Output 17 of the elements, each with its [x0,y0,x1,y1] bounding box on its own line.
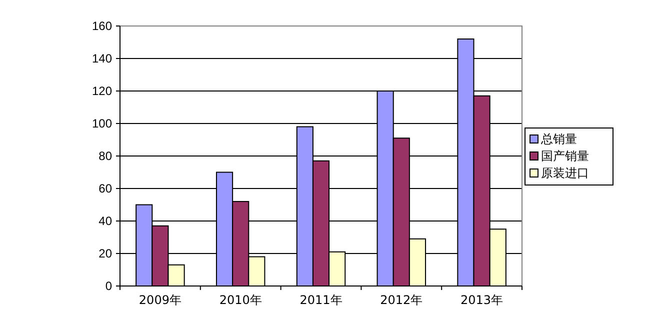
x-tick-label: 2013年 [460,293,504,307]
y-tick-label: 160 [92,19,112,34]
y-tick-label: 0 [105,279,112,294]
y-tick-label: 140 [92,52,112,66]
legend-label: 总销量 [540,132,577,146]
y-tick-label: 120 [92,84,112,98]
y-tick-label: 40 [98,214,112,228]
legend-label: 国产销量 [541,149,589,163]
y-tick-label: 80 [98,149,112,164]
x-tick-label: 2011年 [300,293,342,307]
y-tick-label: 20 [98,246,112,261]
x-tick-label: 2010年 [219,293,262,307]
x-tick-label: 2012年 [380,293,423,307]
y-tick-label: 60 [98,182,112,196]
legend-label: 原装进口 [541,166,589,180]
x-tick-label: 2009年 [138,293,182,307]
y-tick-label: 100 [92,116,112,131]
